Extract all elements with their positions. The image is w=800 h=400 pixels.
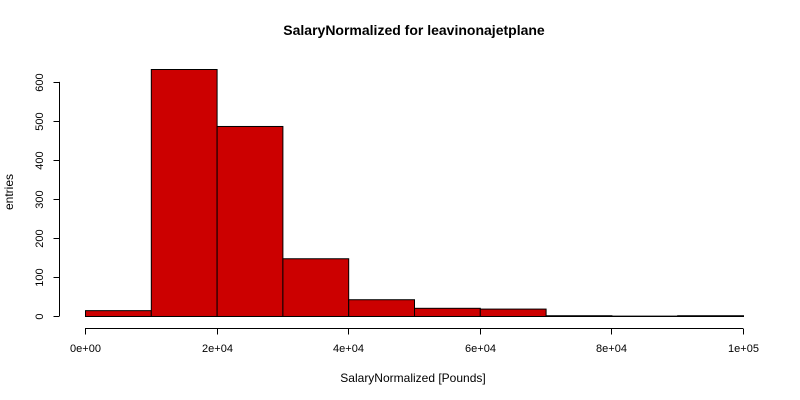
x-axis-label: SalaryNormalized [Pounds] (340, 371, 485, 385)
y-tick-label: 0 (34, 313, 46, 319)
x-tick-label: 2e+04 (202, 343, 233, 355)
x-tick-label: 8e+04 (596, 343, 627, 355)
histogram-bar (216, 125, 284, 317)
x-tick-label: 6e+04 (465, 343, 496, 355)
bars-group (85, 69, 745, 318)
histogram-bar (414, 307, 481, 318)
histogram-bar (348, 299, 416, 317)
histogram-bar (479, 308, 547, 317)
y-axis: 0 100 200 300 400 500 600 (34, 73, 60, 320)
histogram-bar (85, 310, 152, 317)
histogram-bar (150, 69, 218, 317)
y-tick-label: 600 (34, 73, 46, 91)
histogram-bar (677, 315, 745, 317)
x-tick-label: 1e+05 (728, 343, 759, 355)
y-tick-label: 200 (34, 229, 46, 247)
y-tick-label: 300 (34, 190, 46, 208)
histogram-bar (282, 258, 350, 317)
y-axis-label: entries (2, 174, 16, 210)
histogram-bar (545, 315, 613, 317)
x-tick-label: 0e+00 (70, 343, 101, 355)
x-tick-label: 4e+04 (333, 343, 364, 355)
y-tick-label: 500 (34, 112, 46, 130)
y-tick-label: 100 (34, 268, 46, 286)
chart-title: SalaryNormalized for leavinonajetplane (283, 22, 545, 38)
y-tick-label: 400 (34, 151, 46, 169)
x-axis: 0e+00 2e+04 4e+04 6e+04 8e+04 1e+05 (70, 328, 759, 355)
